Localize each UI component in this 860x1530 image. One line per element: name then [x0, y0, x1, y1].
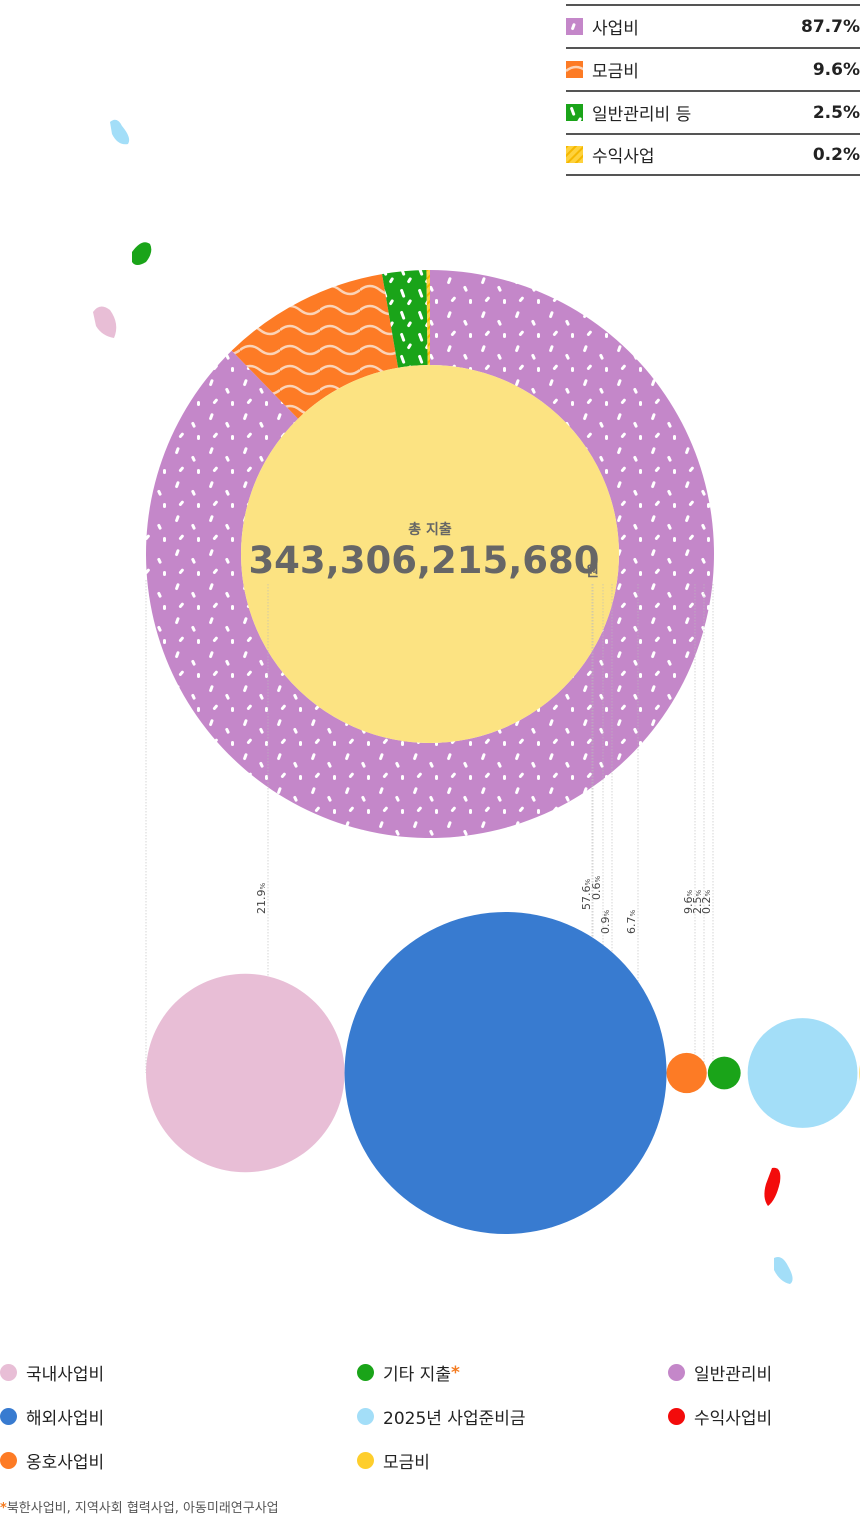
legend-swatch: [566, 104, 583, 121]
bubble-chart: [146, 912, 860, 1234]
legend-swatch: [566, 146, 583, 163]
bubble-value-label: 9.6%: [682, 890, 695, 915]
center-value: 343,306,215,680: [248, 539, 599, 582]
legend-label: 일반관리비: [694, 1365, 773, 1385]
legend-label: 사업비: [592, 19, 639, 39]
decorative-blobs: [93, 119, 793, 1284]
footnote-star-mark: *: [450, 1362, 460, 1383]
legend-label: 수익사업비: [694, 1409, 773, 1429]
legend-item: 해외사업비: [0, 1404, 104, 1429]
decorative-blob: [110, 119, 130, 145]
bubble-value-label: 0.6%: [590, 876, 603, 901]
top-legend: 사업비 87.7% 모금비 9.6% 일반관리비 등 2.5% 수익사업 0.2…: [566, 4, 860, 176]
legend-item: 옹호사업비: [0, 1448, 104, 1473]
bubble-value-label: 0.2%: [700, 890, 713, 915]
legend-value: 0.2%: [812, 144, 860, 165]
legend-swatch: [566, 61, 583, 78]
legend-label: 모금비: [383, 1453, 430, 1473]
legend-label: 일반관리비 등: [592, 105, 692, 125]
legend-dot: [668, 1364, 685, 1381]
legend-value: 87.7%: [801, 16, 860, 37]
guide-lines: 21.9% 57.6% 0.9% 0.6% 6.7% 9.6%2.5%0.2%: [145, 580, 714, 1073]
center-unit: 원: [586, 564, 599, 580]
donut-slice: [382, 270, 428, 368]
donut-slice: [145, 270, 714, 839]
decorative-blob: [774, 1257, 793, 1284]
legend-swatch: [566, 18, 583, 35]
legend-dot: [0, 1452, 17, 1469]
legend-dot: [357, 1364, 374, 1381]
donut-slice: [231, 274, 399, 419]
decorative-blob: [764, 1167, 781, 1206]
bubble: [666, 1052, 707, 1094]
legend-label: 해외사업비: [26, 1409, 105, 1429]
legend-item: 일반관리비: [668, 1360, 772, 1385]
bubble: [344, 912, 667, 1234]
donut-chart: [145, 270, 714, 839]
legend-dot: [0, 1364, 17, 1381]
bubble-value-label: 57.6%: [580, 879, 593, 911]
bubble: [747, 1018, 858, 1128]
legend-row: 사업비 87.7%: [566, 4, 860, 47]
bubble-value-label: 21.9%: [255, 883, 268, 915]
donut-slice: [426, 270, 430, 366]
legend-dot: [357, 1408, 374, 1425]
footnote-text: 북한사업비, 지역사회 협력사업, 아동미래연구사업: [6, 1501, 279, 1516]
bubble-value-label: 2.5%: [691, 890, 704, 915]
legend-item: 2025년 사업준비금: [357, 1404, 526, 1429]
decorative-blob: [93, 306, 117, 338]
legend-label: 옹호사업비: [26, 1453, 105, 1473]
legend-row: 모금비 9.6%: [566, 47, 860, 90]
legend-value: 2.5%: [812, 102, 860, 123]
legend-row: 일반관리비 등 2.5%: [566, 90, 860, 133]
legend-dot: [0, 1408, 17, 1425]
bubble: [146, 973, 345, 1173]
footnote-star: *: [0, 1501, 7, 1516]
legend-label: 국내사업비: [26, 1365, 105, 1385]
legend-label: 모금비: [592, 62, 639, 82]
legend-value: 9.6%: [812, 59, 860, 80]
bubble: [707, 1056, 741, 1090]
center-title: 총 지출: [408, 521, 452, 538]
legend-label: 수익사업: [592, 147, 655, 167]
legend-item: 기타 지출 *: [357, 1360, 460, 1385]
center-disc-fill: [241, 365, 619, 743]
decorative-blob: [132, 242, 152, 265]
legend-dot: [357, 1452, 374, 1469]
legend-row: 수익사업 0.2%: [566, 133, 860, 176]
bubble-value-label: 0.9%: [599, 910, 612, 935]
legend-item: 수익사업비: [668, 1404, 772, 1429]
legend-label: 2025년 사업준비금: [383, 1409, 526, 1429]
legend-label: 기타 지출: [383, 1365, 451, 1385]
legend-item: 국내사업비: [0, 1360, 104, 1385]
legend-dot: [668, 1408, 685, 1425]
bubble-value-label: 6.7%: [625, 910, 638, 935]
legend-item: 모금비: [357, 1448, 430, 1473]
footnote: *북한사업비, 지역사회 협력사업, 아동미래연구사업: [0, 1497, 279, 1516]
